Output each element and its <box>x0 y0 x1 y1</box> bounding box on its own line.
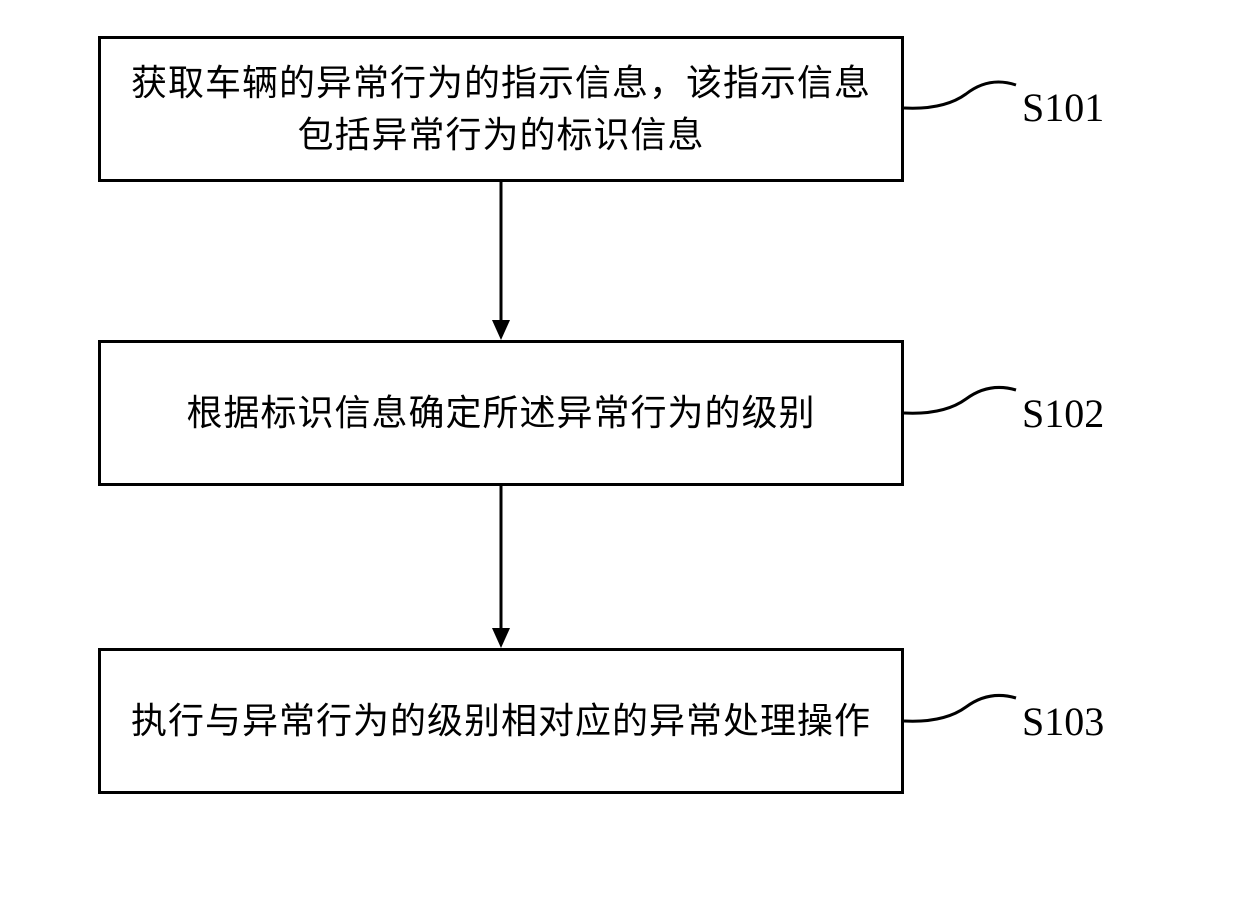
flowchart-step-2: 根据标识信息确定所述异常行为的级别 <box>98 340 904 486</box>
flowchart-step-3: 执行与异常行为的级别相对应的异常处理操作 <box>98 648 904 794</box>
step-2-label: S102 <box>1022 390 1104 437</box>
arrow-1-to-2 <box>489 182 513 340</box>
arrow-2-to-3 <box>489 486 513 648</box>
step-2-text: 根据标识信息确定所述异常行为的级别 <box>186 387 815 439</box>
connector-2 <box>904 378 1022 428</box>
connector-1 <box>904 72 1022 122</box>
flowchart-step-1: 获取车辆的异常行为的指示信息，该指示信息包括异常行为的标识信息 <box>98 36 904 182</box>
step-1-text: 获取车辆的异常行为的指示信息，该指示信息包括异常行为的标识信息 <box>125 57 877 161</box>
connector-3 <box>904 686 1022 736</box>
step-1-label: S101 <box>1022 84 1104 131</box>
step-3-text: 执行与异常行为的级别相对应的异常处理操作 <box>131 695 871 747</box>
step-3-label: S103 <box>1022 698 1104 745</box>
